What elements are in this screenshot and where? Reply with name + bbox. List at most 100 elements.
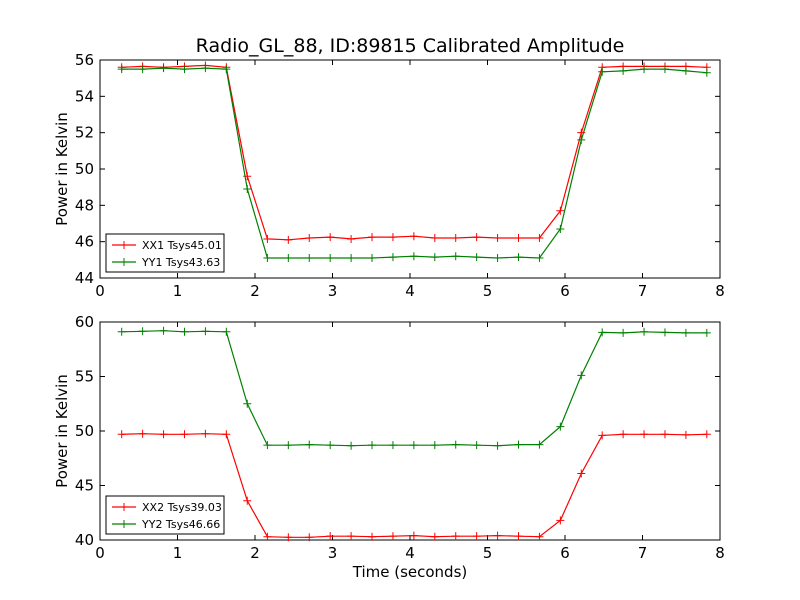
data-point <box>138 429 147 438</box>
data-point <box>138 65 147 74</box>
data-point <box>368 532 377 541</box>
data-point <box>284 533 293 542</box>
data-point <box>472 441 481 450</box>
data-point <box>660 430 669 439</box>
data-point <box>514 234 523 243</box>
y-tick-label: 60 <box>75 313 94 331</box>
data-point <box>514 253 523 262</box>
x-tick-label: 1 <box>173 282 183 300</box>
data-point <box>640 430 649 439</box>
data-point <box>263 532 272 541</box>
legend: XX2 Tsys39.03 YY2 Tsys46.66 <box>105 495 225 535</box>
data-point <box>681 66 690 75</box>
data-point <box>159 326 168 335</box>
data-point <box>577 371 586 380</box>
data-point <box>619 430 628 439</box>
x-tick-label: 5 <box>483 282 493 300</box>
legend-box <box>105 495 225 535</box>
data-point <box>305 440 314 449</box>
data-point <box>159 430 168 439</box>
data-point <box>702 430 711 439</box>
data-point <box>472 253 481 262</box>
data-point <box>263 254 272 263</box>
data-point <box>535 234 544 243</box>
data-point <box>556 224 565 233</box>
data-point <box>598 431 607 440</box>
data-point <box>409 441 418 450</box>
data-point <box>472 233 481 242</box>
data-point <box>702 328 711 337</box>
data-point <box>598 328 607 337</box>
data-point <box>388 253 397 262</box>
x-tick-label: 6 <box>560 282 570 300</box>
x-tick-label: 0 <box>95 544 105 562</box>
legend-label: YY1 Tsys43.63 <box>141 256 220 269</box>
data-point <box>493 234 502 243</box>
data-point <box>409 232 418 241</box>
data-point <box>180 327 189 336</box>
data-point <box>117 430 126 439</box>
data-point <box>660 65 669 74</box>
legend: XX1 Tsys45.01 YY1 Tsys43.63 <box>105 233 225 273</box>
x-tick-label: 3 <box>328 544 338 562</box>
data-point <box>493 531 502 540</box>
data-point <box>451 440 460 449</box>
data-point <box>430 253 439 262</box>
data-point <box>660 328 669 337</box>
data-point <box>514 532 523 541</box>
data-point <box>305 533 314 542</box>
data-point <box>180 65 189 74</box>
x-tick-label: 4 <box>405 544 415 562</box>
x-tick-label: 8 <box>715 282 725 300</box>
legend-marker <box>120 503 128 511</box>
data-point <box>368 441 377 450</box>
x-tick-label: 1 <box>173 544 183 562</box>
data-point <box>451 234 460 243</box>
legend-label: YY2 Tsys46.66 <box>141 518 220 531</box>
data-point <box>305 254 314 263</box>
y-tick-label: 46 <box>75 233 94 251</box>
data-point <box>305 234 314 243</box>
data-point <box>117 65 126 74</box>
data-point <box>222 327 231 336</box>
y-tick-label: 56 <box>75 51 94 69</box>
data-point <box>388 233 397 242</box>
data-point <box>577 135 586 144</box>
data-point <box>451 532 460 541</box>
data-point <box>409 531 418 540</box>
data-point <box>347 254 356 263</box>
data-point <box>514 440 523 449</box>
x-tick-label: 3 <box>328 282 338 300</box>
data-point <box>263 234 272 243</box>
y-tick-label: 44 <box>75 269 94 287</box>
data-point <box>347 234 356 243</box>
y-axis-label: Power in Kelvin <box>53 112 71 226</box>
data-point <box>472 532 481 541</box>
x-axis-label: Time (seconds) <box>352 563 468 581</box>
legend-label: XX1 Tsys45.01 <box>142 239 222 252</box>
data-point <box>159 64 168 73</box>
y-tick-label: 52 <box>75 124 94 142</box>
x-tick-label: 2 <box>250 282 260 300</box>
y-tick-label: 48 <box>75 196 94 214</box>
data-point <box>556 206 565 215</box>
data-point <box>201 64 210 73</box>
data-point <box>284 441 293 450</box>
data-point <box>347 532 356 541</box>
data-point <box>640 65 649 74</box>
data-point <box>681 430 690 439</box>
x-tick-label: 4 <box>405 282 415 300</box>
x-tick-label: 2 <box>250 544 260 562</box>
legend-marker <box>120 258 128 266</box>
data-point <box>430 441 439 450</box>
x-tick-label: 7 <box>638 544 648 562</box>
x-tick-label: 8 <box>715 544 725 562</box>
data-point <box>284 235 293 244</box>
data-point <box>326 441 335 450</box>
data-point <box>243 496 252 505</box>
data-point <box>535 254 544 263</box>
data-point <box>535 440 544 449</box>
